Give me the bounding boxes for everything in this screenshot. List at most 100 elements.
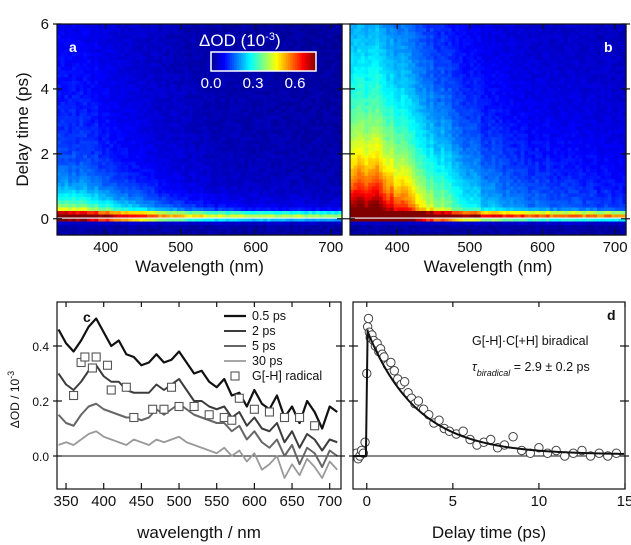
heatmap-cell (255, 45, 261, 50)
heatmap-cell (207, 83, 212, 88)
heatmap-cell (120, 129, 126, 134)
heatmap-cell (147, 69, 152, 74)
heatmap-cell (225, 154, 231, 159)
heatmap-cell (315, 133, 321, 138)
heatmap-cell (143, 115, 148, 120)
heatmap-cell (248, 189, 253, 194)
heatmap-cell (143, 210, 148, 215)
heatmap-cell (87, 220, 92, 226)
heatmap-cell (222, 189, 227, 194)
heatmap-cell (203, 34, 208, 39)
heatmap-cell (267, 210, 272, 215)
heatmap-cell (60, 227, 66, 233)
heatmap-cell (192, 108, 197, 113)
heatmap-cell (263, 192, 268, 197)
heatmap-cell (297, 45, 302, 50)
heatmap-cell (312, 34, 317, 39)
heatmap-cell (64, 66, 69, 71)
heatmap-a (57, 24, 343, 236)
heatmap-cell (139, 45, 144, 50)
heatmap-cell (218, 227, 223, 233)
heatmap-cell (244, 199, 249, 204)
heatmap-cell (135, 178, 141, 183)
heatmap-cell (139, 80, 144, 85)
heatmap-cell (334, 125, 339, 131)
heatmap-cell (102, 171, 107, 176)
heatmap-cell (180, 217, 186, 222)
heatmap-cell (285, 150, 291, 155)
heatmap-cell (68, 154, 73, 159)
heatmap-cell (270, 171, 276, 176)
heatmap-cell (327, 80, 332, 85)
heatmap-cell (94, 199, 99, 204)
heatmap-cell (222, 69, 227, 74)
heatmap-cell (94, 69, 99, 74)
heatmap-cell (75, 217, 81, 222)
heatmap-cell (68, 224, 73, 229)
heatmap-cell (75, 203, 81, 208)
heatmap-cell (147, 66, 152, 71)
heatmap-cell (263, 24, 268, 29)
heatmap-cell (327, 115, 332, 120)
heatmap-cell (289, 38, 294, 43)
heatmap-cell (75, 69, 81, 74)
heatmap-cell (252, 203, 257, 208)
heatmap-cell (195, 55, 201, 60)
heatmap-cell (263, 73, 268, 78)
heatmap-cell (109, 157, 114, 162)
heatmap-cell (132, 73, 137, 78)
heatmap-cell (158, 129, 163, 134)
heatmap-cell (255, 168, 261, 173)
heatmap-cell (139, 55, 144, 60)
heatmap-cell (143, 133, 148, 138)
heatmap-cell (173, 73, 178, 78)
heatmap-cell (353, 143, 358, 148)
heatmap-cell (158, 227, 163, 233)
heatmap-cell (214, 101, 219, 106)
heatmap-cell (350, 27, 355, 32)
heatmap-cell (248, 115, 253, 120)
heatmap-cell (263, 48, 268, 53)
heatmap-cell (120, 185, 126, 190)
heatmap-cell (165, 31, 171, 36)
heatmap-cell (83, 62, 88, 67)
heatmap-cell (350, 182, 355, 187)
heatmap-cell (300, 164, 306, 169)
heatmap-cell (319, 104, 324, 109)
heatmap-cell (180, 115, 186, 120)
heatmap-cell (102, 140, 107, 145)
heatmap-cell (150, 150, 156, 155)
heatmap-cell (94, 213, 99, 219)
heatmap-cell (214, 227, 219, 233)
heatmap-cell (255, 217, 261, 222)
heatmap-cell (210, 203, 216, 208)
heatmap-cell (240, 108, 246, 113)
heatmap-cell (334, 196, 339, 201)
heatmap-cell (75, 220, 81, 226)
heatmap-cell (319, 164, 324, 169)
heatmap-cell (117, 73, 122, 78)
heatmap-cell (229, 185, 234, 190)
heatmap-cell (162, 38, 167, 43)
heatmap-cell (165, 189, 171, 194)
heatmap-cell (195, 199, 201, 204)
heatmap-cell (72, 178, 77, 183)
heatmap-cell (64, 87, 69, 92)
heatmap-cell (263, 129, 268, 134)
heatmap-cell (330, 189, 336, 194)
heatmap-cell (259, 76, 264, 81)
heatmap-cell (270, 206, 276, 211)
heatmap-cell (357, 196, 362, 201)
heatmap-cell (338, 199, 343, 204)
heatmap-cell (154, 118, 159, 124)
heatmap-cell (98, 90, 103, 95)
heatmap-cell (94, 125, 99, 131)
heatmap-cell (90, 140, 96, 145)
heatmap-cell (162, 76, 167, 81)
heatmap-cell (64, 122, 69, 127)
heatmap-cell (83, 161, 88, 166)
heatmap-cell (68, 133, 73, 138)
heatmap-cell (278, 87, 283, 92)
heatmap-cell (278, 115, 283, 120)
heatmap-cell (98, 161, 103, 166)
